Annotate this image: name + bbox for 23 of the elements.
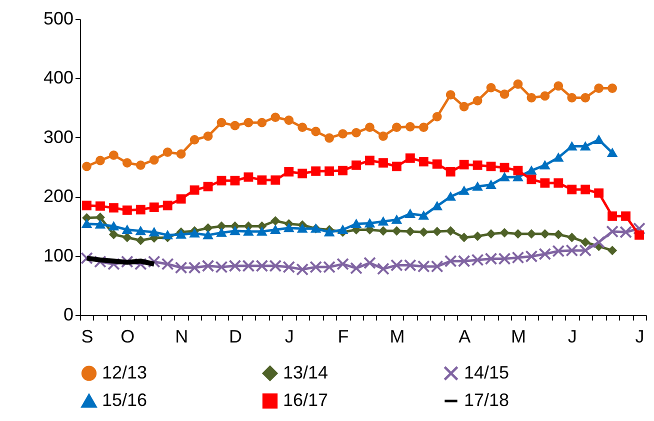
y-tick-label: 200 — [43, 186, 74, 206]
x-tick-label: M — [390, 326, 405, 346]
legend-label: 15/16 — [102, 390, 148, 410]
y-tick-label: 100 — [43, 245, 74, 266]
x-tick-label: O — [120, 326, 135, 346]
x-tick-label: J — [568, 326, 577, 346]
x-tick-label: J — [635, 326, 644, 346]
x-tick-label: J — [284, 326, 294, 346]
y-tick-label: 500 — [43, 8, 74, 28]
x-tick-label: F — [338, 326, 349, 346]
x-tick-label: M — [510, 326, 526, 346]
x-tick-label: N — [175, 326, 188, 346]
y-tick-label: 400 — [43, 68, 74, 88]
x-tick-label: A — [458, 326, 471, 346]
y-tick-label: 0 — [63, 304, 74, 324]
legend-label: 17/18 — [464, 390, 510, 410]
y-tick-label: 300 — [43, 126, 74, 147]
x-tick-label: D — [228, 326, 242, 346]
legend-label: 14/15 — [464, 362, 510, 382]
legend-label: 16/17 — [283, 390, 328, 410]
legend-label: 13/14 — [283, 362, 328, 382]
legend-label: 12/13 — [102, 362, 148, 382]
x-tick-label: S — [81, 326, 94, 346]
